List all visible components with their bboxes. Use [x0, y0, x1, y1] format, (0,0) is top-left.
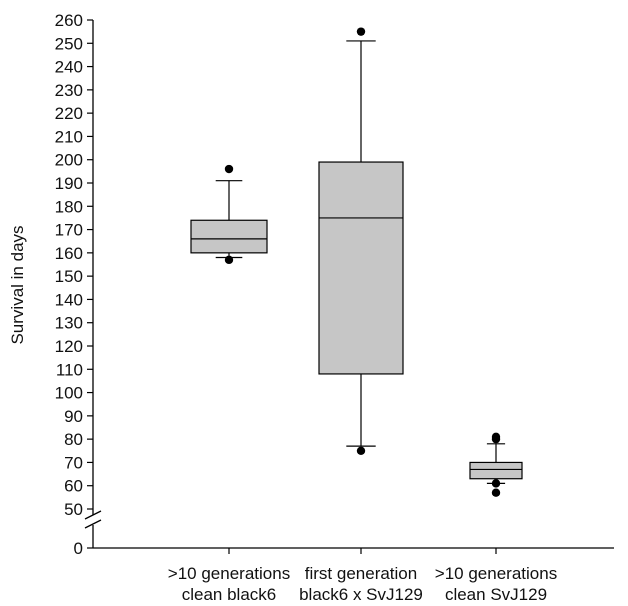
- y-tick-label: 110: [56, 360, 83, 379]
- outlier-point: [491, 479, 501, 488]
- y-tick-label: 170: [55, 221, 83, 240]
- y-tick-label: 70: [64, 453, 83, 472]
- y-tick-label: 100: [55, 384, 83, 403]
- outlier-point: [224, 164, 234, 174]
- outlier-point: [356, 27, 366, 36]
- outlier-point: [356, 446, 366, 455]
- y-tick-label: 60: [64, 477, 83, 496]
- x-tick-label: black6 x SvJ129: [299, 585, 423, 604]
- box-iqr: [318, 161, 404, 375]
- x-tick-label: first generation: [305, 564, 417, 583]
- y-tick-label: 150: [55, 267, 83, 286]
- y-tick-label: 240: [55, 58, 83, 77]
- box-group: [469, 432, 523, 497]
- y-tick-label: 210: [55, 127, 83, 146]
- y-axis-label: Survival in days: [8, 225, 27, 344]
- box-iqr: [469, 461, 523, 480]
- y-tick-label: 120: [55, 337, 83, 356]
- axis-break-mark: [84, 519, 102, 529]
- y-tick-label: 50: [64, 500, 83, 519]
- outlier-point: [491, 488, 501, 497]
- y-tick-label: 180: [55, 197, 83, 216]
- x-tick-label: clean SvJ129: [445, 585, 547, 604]
- x-tick-label: >10 generations: [435, 564, 557, 583]
- x-axis: >10 generations clean black6 first generat…: [93, 547, 614, 604]
- y-tick-label: 190: [55, 174, 83, 193]
- outlier-point: [491, 432, 501, 442]
- y-tick-label: 0: [74, 539, 83, 558]
- y-tick-label: 220: [55, 104, 83, 123]
- y-axis: 0 50 60 70 80 90 100 110 120 130 140 150 160 170 180 19…: [55, 11, 102, 558]
- y-tick-label: 80: [64, 430, 83, 449]
- box-group: [318, 27, 404, 455]
- box-group-layer: [190, 27, 523, 497]
- y-tick-label: 160: [55, 244, 83, 263]
- outlier-point: [224, 255, 234, 265]
- x-tick-label: clean black6: [182, 585, 277, 604]
- box-group: [190, 164, 268, 265]
- x-tick-label: >10 generations: [168, 564, 290, 583]
- y-tick-label: 250: [55, 34, 83, 53]
- y-tick-label: 90: [64, 407, 83, 426]
- y-tick-label: 230: [55, 81, 83, 100]
- box-iqr: [190, 219, 268, 254]
- y-tick-label: 200: [55, 151, 83, 170]
- axis-break-mark: [84, 510, 102, 520]
- y-tick-label: 260: [55, 11, 83, 30]
- y-tick-label: 130: [55, 314, 83, 333]
- y-tick-label: 140: [55, 290, 83, 309]
